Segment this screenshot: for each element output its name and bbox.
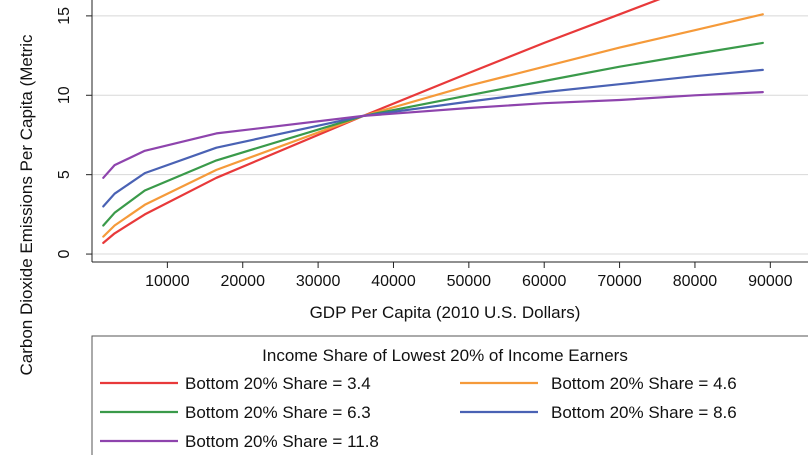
series-line-5: [102, 90, 764, 179]
series-line-3: [102, 41, 764, 227]
legend-label-2: Bottom 20% Share = 4.6: [551, 374, 737, 393]
x-tick-label: 40000: [371, 273, 416, 290]
x-tick-label: 30000: [296, 273, 341, 290]
x-tick-label: 20000: [220, 273, 265, 290]
legend: Income Share of Lowest 20% of Income Ear…: [91, 335, 808, 455]
x-tick-label: 80000: [673, 273, 718, 290]
y-tick-label: 10: [56, 86, 73, 104]
y-tick-label: 0: [56, 250, 73, 259]
legend-box: [91, 335, 808, 455]
plot-area: [92, 0, 808, 262]
x-tick-label: 60000: [522, 273, 567, 290]
y-tick-label: 15: [56, 7, 73, 25]
series-line-4: [102, 68, 764, 208]
x-tick-label: 50000: [447, 273, 492, 290]
axes: 0 5 10 15 10000 20000 30000 40000 50000 60000 7000…: [56, 0, 808, 290]
y-tick-label: 5: [56, 170, 73, 179]
x-axis-title: GDP Per Capita (2010 U.S. Dollars): [310, 303, 581, 322]
legend-label-3: Bottom 20% Share = 6.3: [185, 403, 371, 422]
series-line-2: [102, 13, 764, 238]
y-axis-title: Carbon Dioxide Emissions Per Capita (Met…: [17, 34, 36, 376]
legend-title: Income Share of Lowest 20% of Income Ear…: [262, 346, 628, 365]
legend-label-1: Bottom 20% Share = 3.4: [185, 374, 371, 393]
gridlines: [92, 15, 808, 255]
series-layer: [102, 0, 764, 244]
legend-label-5: Bottom 20% Share = 11.8: [185, 432, 379, 451]
legend-label-4: Bottom 20% Share = 8.6: [551, 403, 737, 422]
x-tick-label: 70000: [597, 273, 642, 290]
x-tick-label: 90000: [748, 273, 793, 290]
x-tick-label: 10000: [145, 273, 190, 290]
